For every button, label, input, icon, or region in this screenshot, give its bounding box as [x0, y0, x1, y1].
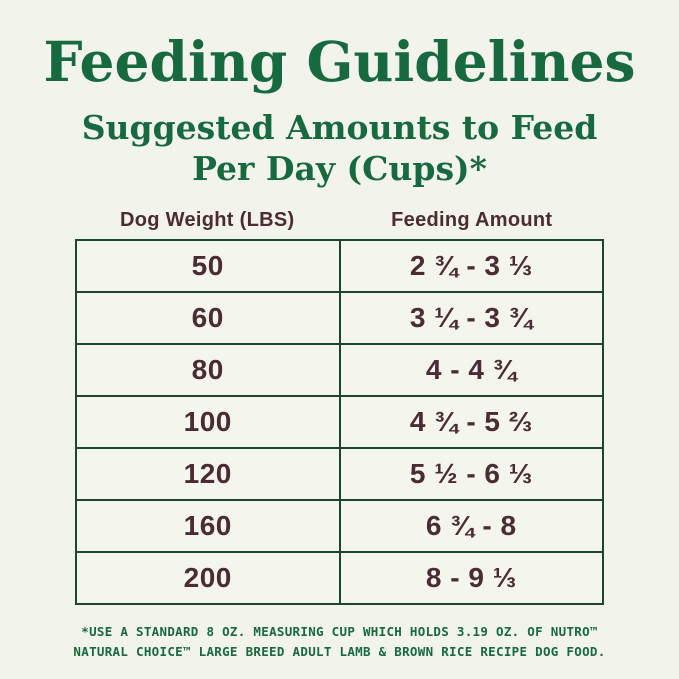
- dog-weight-cell: 60: [75, 291, 341, 345]
- page-subtitle: Suggested Amounts to Feed Per Day (Cups)…: [0, 107, 679, 190]
- feeding-table: 50 2 ¾ - 3 ⅓ 60 3 ¼ - 3 ¾ 80 4 - 4 ¾ 100 4 ¾ - …: [75, 239, 604, 605]
- dog-weight-cell: 200: [75, 551, 341, 605]
- feeding-amount-cell: 8 - 9 ⅓: [338, 551, 604, 605]
- subtitle-line-1: Suggested Amounts to Feed: [81, 107, 598, 147]
- table-row: 120 5 ½ - 6 ⅓: [75, 447, 604, 501]
- feeding-amount-cell: 6 ¾ - 8: [338, 499, 604, 553]
- footnote: *USE A STANDARD 8 OZ. MEASURING CUP WHIC…: [0, 622, 679, 662]
- page-title: Feeding Guidelines: [43, 29, 636, 94]
- column-header-feeding-amount: Feeding Amount: [391, 209, 553, 231]
- table-column-headers: Dog Weight (LBS) Feeding Amount: [75, 209, 604, 232]
- footnote-line-1: *USE A STANDARD 8 OZ. MEASURING CUP WHIC…: [81, 624, 598, 639]
- table-row: 160 6 ¾ - 8: [75, 499, 604, 553]
- dog-weight-cell: 50: [75, 239, 341, 293]
- dog-weight-cell: 100: [75, 395, 341, 449]
- subtitle-line-2: Per Day (Cups)*: [192, 148, 487, 188]
- table-row: 100 4 ¾ - 5 ⅔: [75, 395, 604, 449]
- feeding-amount-cell: 4 - 4 ¾: [338, 343, 604, 397]
- feeding-amount-cell: 4 ¾ - 5 ⅔: [338, 395, 604, 449]
- feeding-table-body: 50 2 ¾ - 3 ⅓ 60 3 ¼ - 3 ¾ 80 4 - 4 ¾ 100 4 ¾ - …: [75, 239, 604, 605]
- table-row: 80 4 - 4 ¾: [75, 343, 604, 397]
- table-row: 200 8 - 9 ⅓: [75, 551, 604, 605]
- dog-weight-cell: 120: [75, 447, 341, 501]
- dog-weight-cell: 160: [75, 499, 341, 553]
- table-row: 50 2 ¾ - 3 ⅓: [75, 239, 604, 293]
- footnote-line-2: NATURAL CHOICE™ LARGE BREED ADULT LAMB &…: [73, 644, 606, 659]
- feeding-amount-cell: 2 ¾ - 3 ⅓: [338, 239, 604, 293]
- column-header-dog-weight: Dog Weight (LBS): [120, 209, 295, 231]
- feeding-amount-cell: 3 ¼ - 3 ¾: [338, 291, 604, 345]
- feeding-amount-cell: 5 ½ - 6 ⅓: [338, 447, 604, 501]
- dog-weight-cell: 80: [75, 343, 341, 397]
- table-row: 60 3 ¼ - 3 ¾: [75, 291, 604, 345]
